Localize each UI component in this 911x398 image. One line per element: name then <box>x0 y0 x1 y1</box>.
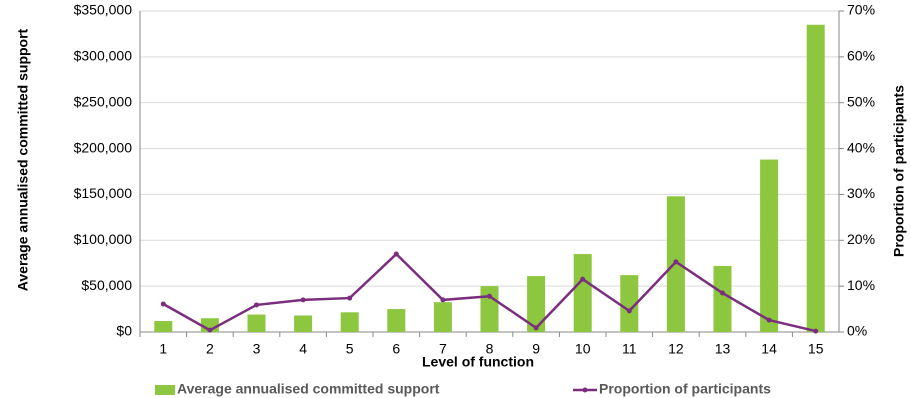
y-tick-label: $250,000 <box>74 93 133 109</box>
y2-tick-label: 0% <box>847 323 867 339</box>
bar <box>294 315 313 332</box>
line-marker <box>347 295 353 301</box>
y2-tick-label: 70% <box>847 2 875 18</box>
x-tick-label: 2 <box>206 341 214 357</box>
line-marker <box>160 301 166 307</box>
x-tick-label: 13 <box>715 341 731 357</box>
bar <box>760 159 779 332</box>
x-tick-label: 9 <box>532 341 540 357</box>
y2-tick-label: 60% <box>847 48 875 64</box>
x-tick-label: 11 <box>622 341 637 357</box>
line-marker <box>813 328 819 334</box>
bar <box>713 265 732 332</box>
bar <box>247 314 266 332</box>
y-tick-label: $150,000 <box>74 185 133 201</box>
x-tick-label: 5 <box>346 341 354 357</box>
line-marker <box>626 308 632 314</box>
y-tick-label: $50,000 <box>81 277 132 293</box>
y2-tick-label: 10% <box>847 277 875 293</box>
y-tick-label: $300,000 <box>74 48 133 64</box>
line-marker <box>207 327 213 333</box>
bar <box>154 320 173 332</box>
x-tick-label: 3 <box>253 341 261 357</box>
legend-swatch <box>155 385 175 395</box>
y-tick-label: $200,000 <box>74 139 133 155</box>
line-marker <box>300 297 306 303</box>
bar <box>340 312 359 332</box>
line-marker <box>393 251 399 257</box>
y-tick-label: $350,000 <box>74 2 133 18</box>
bar <box>573 254 592 332</box>
x-tick-label: 14 <box>761 341 777 357</box>
y2-tick-label: 50% <box>847 93 875 109</box>
legend-label: Proportion of participants <box>599 381 771 397</box>
line-marker <box>487 293 492 299</box>
line-marker <box>580 276 586 282</box>
x-tick-label: 1 <box>159 341 167 357</box>
bar <box>433 302 452 332</box>
line-marker <box>440 297 446 303</box>
x-tick-label: 7 <box>439 341 447 357</box>
y-tick-label: $100,000 <box>74 231 133 247</box>
x-tick-label: 8 <box>486 341 494 357</box>
x-tick-label: 4 <box>299 341 307 357</box>
y2-tick-label: 30% <box>847 185 875 201</box>
y2-tick-label: 40% <box>847 139 875 155</box>
y-axis-label: Average annualised committed support <box>15 28 31 291</box>
line-marker <box>533 325 539 331</box>
x-tick-label: 12 <box>668 341 684 357</box>
x-tick-label: 10 <box>575 341 591 357</box>
y2-tick-label: 20% <box>847 231 875 247</box>
legend-marker <box>582 387 588 393</box>
bar <box>480 286 499 332</box>
line-marker <box>720 290 725 296</box>
legend-label: Average annualised committed support <box>177 381 440 397</box>
line-marker <box>254 302 259 308</box>
x-tick-label: 15 <box>808 341 824 357</box>
y2-axis-label: Proportion of participants <box>891 85 907 257</box>
y-tick-label: $0 <box>116 323 132 339</box>
x-tick-label: 6 <box>392 341 400 357</box>
bar <box>806 24 825 333</box>
line-marker <box>766 317 772 323</box>
bar <box>527 276 546 332</box>
x-axis-label: Level of function <box>422 354 534 370</box>
bar <box>620 275 639 332</box>
line-marker <box>673 259 679 265</box>
bar <box>387 309 406 332</box>
